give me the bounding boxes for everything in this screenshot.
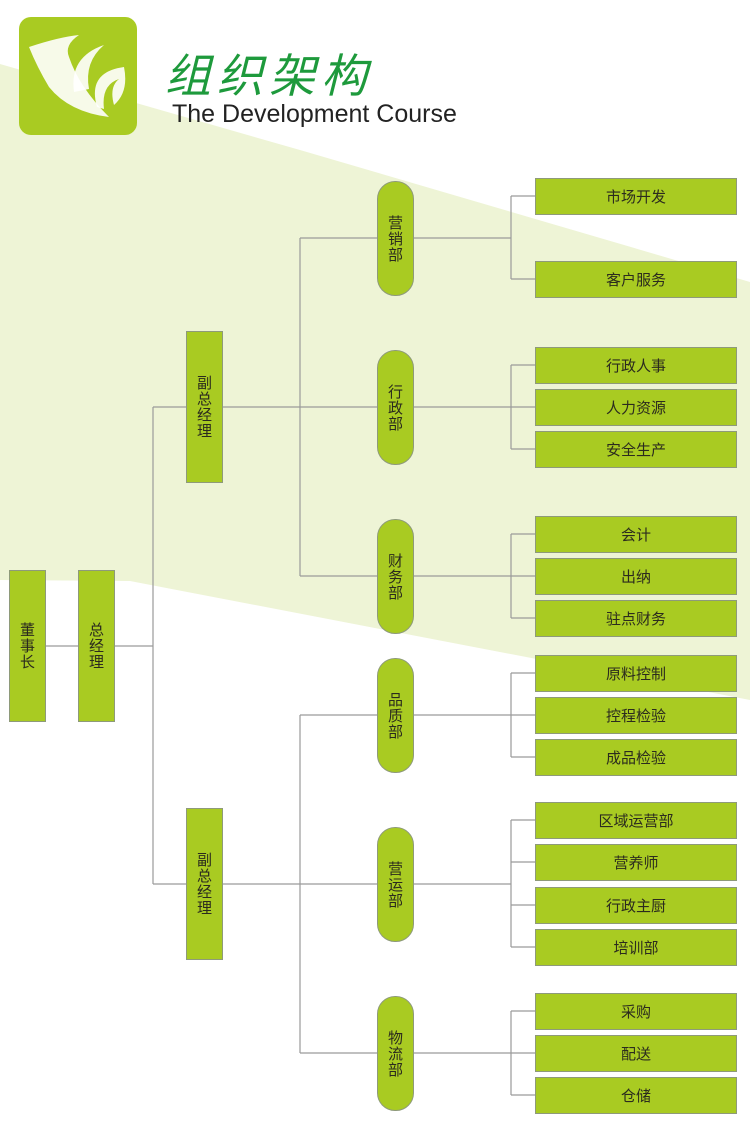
page-subtitle: The Development Course <box>172 100 457 128</box>
department-node: 物流部 <box>377 996 414 1111</box>
unit-node: 会计 <box>535 516 737 553</box>
department-node: 行政部 <box>377 350 414 465</box>
unit-node: 原料控制 <box>535 655 737 692</box>
unit-node: 出纳 <box>535 558 737 595</box>
unit-node: 区域运营部 <box>535 802 737 839</box>
vice-gm-node: 副总经理 <box>186 331 223 483</box>
unit-node: 控程检验 <box>535 697 737 734</box>
department-node: 财务部 <box>377 519 414 634</box>
logo <box>19 17 137 135</box>
unit-node: 仓储 <box>535 1077 737 1114</box>
unit-node: 行政人事 <box>535 347 737 384</box>
unit-node: 安全生产 <box>535 431 737 468</box>
unit-node: 驻点财务 <box>535 600 737 637</box>
department-node: 营运部 <box>377 827 414 942</box>
general-manager-node: 总经理 <box>78 570 115 722</box>
chairman-node: 董事长 <box>9 570 46 722</box>
page-title: 组织架构 <box>165 49 373 103</box>
unit-node: 营养师 <box>535 844 737 881</box>
unit-node: 采购 <box>535 993 737 1030</box>
unit-node: 配送 <box>535 1035 737 1072</box>
unit-node: 人力资源 <box>535 389 737 426</box>
unit-node: 行政主厨 <box>535 887 737 924</box>
unit-node: 成品检验 <box>535 739 737 776</box>
department-node: 品质部 <box>377 658 414 773</box>
unit-node: 客户服务 <box>535 261 737 298</box>
unit-node: 培训部 <box>535 929 737 966</box>
vice-gm-node: 副总经理 <box>186 808 223 960</box>
unit-node: 市场开发 <box>535 178 737 215</box>
department-node: 营销部 <box>377 181 414 296</box>
logo-swirl-icon <box>29 35 126 117</box>
